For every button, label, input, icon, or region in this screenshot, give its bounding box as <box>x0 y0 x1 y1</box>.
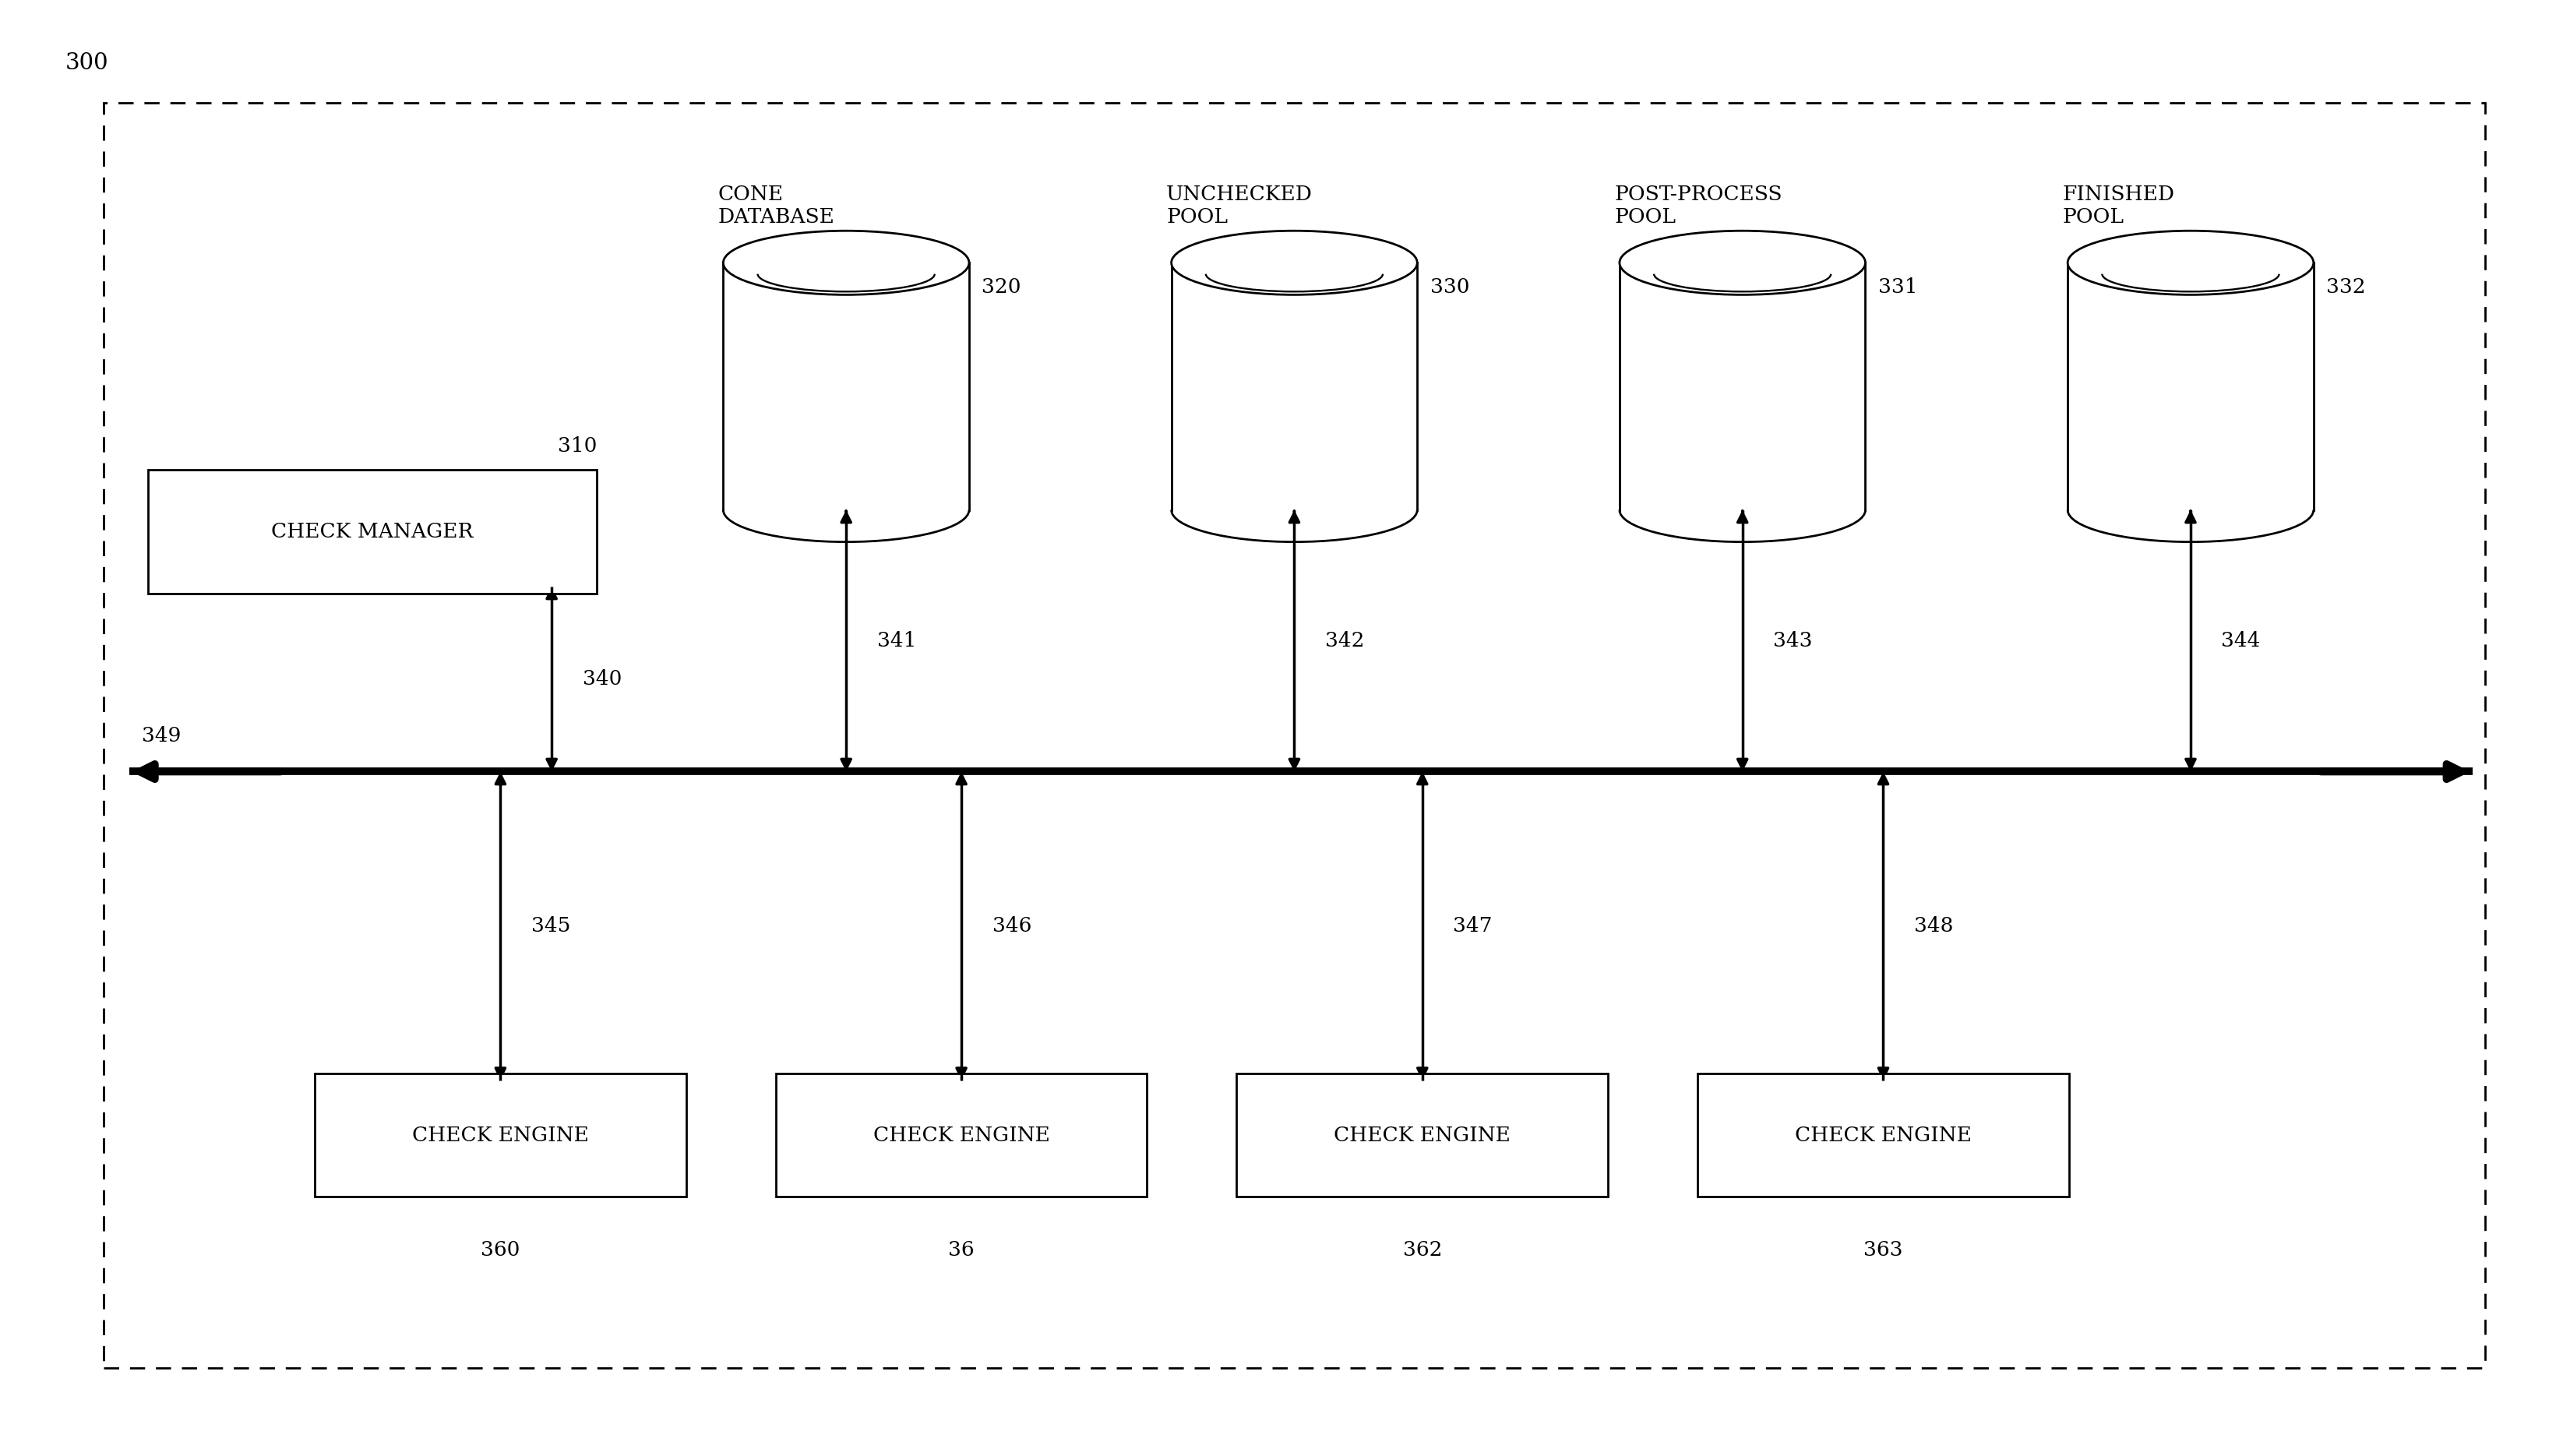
Ellipse shape <box>2068 232 2314 294</box>
Text: 340: 340 <box>582 670 623 689</box>
Text: FINISHED
POOL: FINISHED POOL <box>2063 185 2176 227</box>
FancyBboxPatch shape <box>1697 1073 2068 1197</box>
Polygon shape <box>1620 262 1866 510</box>
Text: 348: 348 <box>1915 916 1953 936</box>
Text: POST-PROCESS
POOL: POST-PROCESS POOL <box>1615 185 1781 227</box>
Text: 341: 341 <box>877 630 915 651</box>
Text: 331: 331 <box>1879 277 1917 297</box>
Polygon shape <box>1171 262 1417 510</box>
Text: 347: 347 <box>1453 916 1492 936</box>
Text: 310: 310 <box>559 435 597 456</box>
Ellipse shape <box>1171 232 1417 294</box>
Text: 346: 346 <box>992 916 1030 936</box>
Text: CHECK MANAGER: CHECK MANAGER <box>272 523 474 542</box>
Text: 320: 320 <box>982 277 1020 297</box>
Text: CHECK ENGINE: CHECK ENGINE <box>1794 1125 1971 1144</box>
Text: 330: 330 <box>1430 277 1469 297</box>
Text: 362: 362 <box>1402 1241 1443 1259</box>
Text: UNCHECKED
POOL: UNCHECKED POOL <box>1166 185 1312 227</box>
Text: 343: 343 <box>1774 630 1812 651</box>
Text: 36: 36 <box>948 1241 974 1259</box>
Text: 360: 360 <box>482 1241 520 1259</box>
Ellipse shape <box>723 232 969 294</box>
Text: 300: 300 <box>64 52 108 74</box>
FancyBboxPatch shape <box>315 1073 687 1197</box>
FancyBboxPatch shape <box>149 470 597 594</box>
Polygon shape <box>723 262 969 510</box>
Text: 363: 363 <box>1863 1241 1902 1259</box>
FancyBboxPatch shape <box>1238 1073 1607 1197</box>
FancyBboxPatch shape <box>777 1073 1148 1197</box>
Text: CONE
DATABASE: CONE DATABASE <box>718 185 836 227</box>
Text: CHECK ENGINE: CHECK ENGINE <box>874 1125 1051 1144</box>
Text: 349: 349 <box>141 727 182 745</box>
Text: CHECK ENGINE: CHECK ENGINE <box>413 1125 589 1144</box>
Ellipse shape <box>1620 232 1866 294</box>
Text: CHECK ENGINE: CHECK ENGINE <box>1333 1125 1510 1144</box>
Text: 344: 344 <box>2222 630 2261 651</box>
Text: 332: 332 <box>2327 277 2366 297</box>
Polygon shape <box>2068 262 2314 510</box>
Text: 342: 342 <box>1325 630 1364 651</box>
Text: 345: 345 <box>531 916 572 936</box>
